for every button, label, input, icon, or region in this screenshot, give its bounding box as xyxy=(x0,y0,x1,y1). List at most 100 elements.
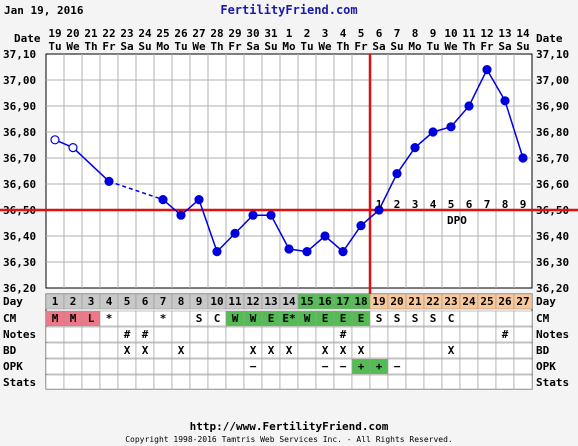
date-number: 23 xyxy=(120,27,133,40)
row-label-right: Notes xyxy=(536,328,569,341)
weekday: We xyxy=(192,40,206,53)
table-cell xyxy=(279,374,299,390)
cm-value: * xyxy=(106,312,113,325)
day-value: 1 xyxy=(52,295,59,308)
table-cell xyxy=(405,326,425,343)
table-cell xyxy=(297,342,317,359)
y-tick-left: 37,00 xyxy=(3,74,36,87)
table-cell xyxy=(441,326,461,343)
day-value: 4 xyxy=(106,295,113,308)
bd-value: X xyxy=(358,344,365,357)
y-tick-right: 36,90 xyxy=(536,100,569,113)
temp-point xyxy=(302,247,312,257)
day-value: 7 xyxy=(160,295,167,308)
day-value: 19 xyxy=(372,295,385,308)
table-cell xyxy=(459,310,479,327)
temp-point-open xyxy=(68,143,78,153)
weekday: Sa xyxy=(120,40,133,53)
cm-value: E xyxy=(358,312,365,325)
day-value: 26 xyxy=(498,295,512,308)
table-cell xyxy=(405,374,425,390)
date-number: 31 xyxy=(264,27,278,40)
bd-value: X xyxy=(268,344,275,357)
table-cell xyxy=(63,326,83,343)
dpo-number: 3 xyxy=(412,198,419,211)
table-cell xyxy=(243,374,263,390)
bd-value: X xyxy=(250,344,257,357)
date-header: 19Tu20We21Th22Fr23Sa24Su25Mo26Tu27We28Th… xyxy=(48,27,530,53)
table-cell xyxy=(459,342,479,359)
table-cell xyxy=(423,342,443,359)
temp-point xyxy=(176,210,186,220)
table-cell xyxy=(135,374,155,390)
table-cell xyxy=(405,358,425,375)
cm-value: S xyxy=(394,312,401,325)
table-cell xyxy=(459,374,479,390)
weekday: Tu xyxy=(174,40,187,53)
cm-value: W xyxy=(250,312,257,325)
weekday: Su xyxy=(390,40,403,53)
table-cell xyxy=(477,326,497,343)
weekday: Th xyxy=(210,40,223,53)
day-value: 20 xyxy=(390,295,403,308)
table-cell xyxy=(117,374,137,390)
table-cell xyxy=(81,358,101,375)
date-number: 7 xyxy=(394,27,401,40)
day-value: 5 xyxy=(124,295,131,308)
y-tick-left: 36,30 xyxy=(3,256,36,269)
weekday: We xyxy=(66,40,80,53)
date-number: 25 xyxy=(156,27,169,40)
bd-value: X xyxy=(286,344,293,357)
table-cell xyxy=(513,358,533,375)
date-number: 28 xyxy=(210,27,223,40)
y-tick-right: 36,40 xyxy=(536,230,569,243)
temp-segment xyxy=(342,225,362,253)
dpo-number: 6 xyxy=(466,198,473,211)
date-number: 24 xyxy=(138,27,152,40)
table-cell xyxy=(351,326,371,343)
table-cell xyxy=(513,374,533,390)
dpo-number: 1 xyxy=(376,198,383,211)
temp-point xyxy=(356,221,366,231)
date-number: 22 xyxy=(102,27,115,40)
row-label-left: Stats xyxy=(3,376,36,389)
temp-segment xyxy=(270,214,290,250)
dpo-number: 8 xyxy=(502,198,509,211)
dpo-label: DPO xyxy=(447,214,467,227)
weekday: Fr xyxy=(102,40,116,53)
notes-value: # xyxy=(124,328,131,341)
temp-segment xyxy=(504,100,524,159)
row-label-right: Day xyxy=(536,295,556,308)
notes-value: # xyxy=(142,328,149,341)
table-cell xyxy=(495,342,515,359)
table-cell xyxy=(99,374,119,390)
date-number: 1 xyxy=(286,27,293,40)
weekday: Su xyxy=(516,40,529,53)
day-value: 6 xyxy=(142,295,149,308)
table-cell xyxy=(153,326,173,343)
cm-value: E xyxy=(268,312,275,325)
y-tick-right: 37,00 xyxy=(536,74,569,87)
opk-value: − xyxy=(322,360,329,373)
cm-value: W xyxy=(304,312,311,325)
cm-value: S xyxy=(412,312,419,325)
day-value: 25 xyxy=(480,295,493,308)
date-number: 10 xyxy=(444,27,457,40)
row-label-right: BD xyxy=(536,344,550,357)
table-cell xyxy=(477,310,497,327)
table-cell xyxy=(45,374,65,390)
weekday: Mo xyxy=(408,40,422,53)
table-cell xyxy=(369,326,389,343)
bd-value: X xyxy=(340,344,347,357)
y-tick-right: 36,30 xyxy=(536,256,569,269)
date-number: 11 xyxy=(462,27,476,40)
bd-value: X xyxy=(448,344,455,357)
table-cell xyxy=(45,326,65,343)
table-cell xyxy=(423,374,443,390)
table-cell xyxy=(45,358,65,375)
footer-url[interactable]: http://www.FertilityFriend.com xyxy=(190,420,389,433)
opk-value: − xyxy=(340,360,347,373)
date-label-left: Date xyxy=(14,32,41,45)
cm-value: M xyxy=(52,312,59,325)
weekday: Tu xyxy=(300,40,313,53)
